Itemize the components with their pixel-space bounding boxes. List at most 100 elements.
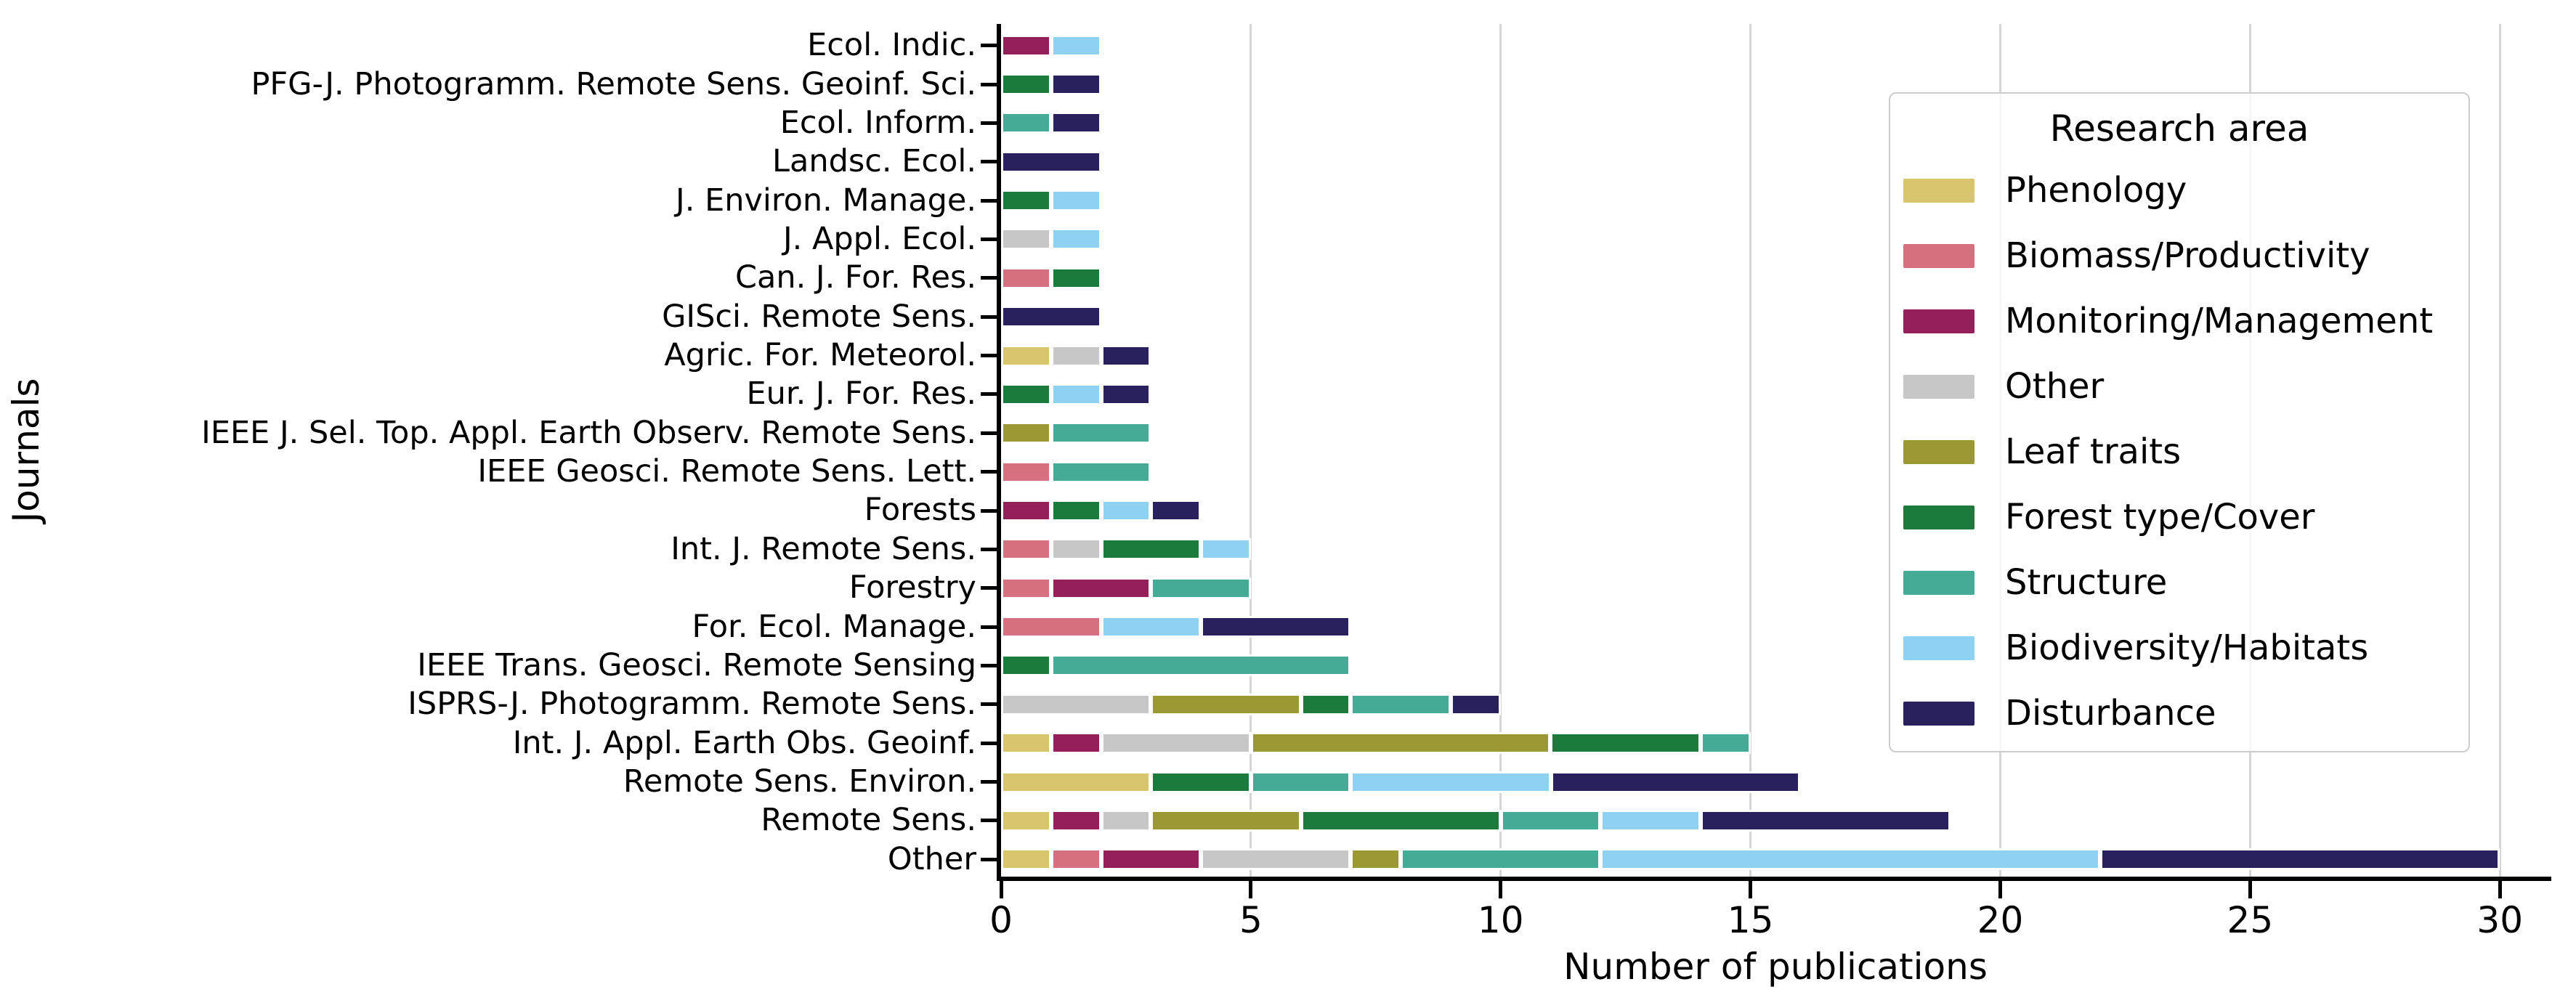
ylabel-row: Remote Sens. Environ. xyxy=(0,763,976,801)
x-tick-mark xyxy=(999,881,1003,898)
bar-segment-other xyxy=(1101,732,1251,755)
legend-label-phenology: Phenology xyxy=(2005,170,2187,211)
ylabel-row: IEEE Geosci. Remote Sens. Lett. xyxy=(0,452,976,491)
x-tick-mark xyxy=(2248,881,2252,898)
bar-segment-biomass-productivity xyxy=(1001,577,1051,599)
bar-segment-disturbance xyxy=(1201,616,1351,638)
y-tick-mark xyxy=(981,819,997,823)
bar-segment-disturbance xyxy=(1101,344,1151,367)
ytick-label-isprs-j-photogramm-remote-sens: ISPRS-J. Photogramm. Remote Sens. xyxy=(408,686,976,723)
bar-segment-forest-type-cover xyxy=(1001,190,1051,212)
legend-label-leaf-traits: Leaf traits xyxy=(2005,431,2182,472)
y-tick-mark xyxy=(981,508,997,513)
bar-row-can-j-for-res xyxy=(1001,259,2550,297)
bar-row-gisci-remote-sens xyxy=(1001,298,2550,336)
bar-segment-phenology xyxy=(1001,732,1051,755)
bar-row-agric-for-meteorol xyxy=(1001,336,2550,375)
ytick-label-int-j-remote-sens: Int. J. Remote Sens. xyxy=(671,530,976,567)
bar-segment-biomass-productivity xyxy=(1001,616,1101,638)
bar-segment-structure xyxy=(1700,732,1751,755)
bar-segment-phenology xyxy=(1001,809,1051,832)
gridline-x-5 xyxy=(1249,24,1252,877)
ytick-label-j-environ-manage: J. Environ. Manage. xyxy=(676,182,976,219)
ytick-label-forestry: Forestry xyxy=(848,569,976,606)
bar-segment-other xyxy=(1101,809,1151,832)
bar-plot-area xyxy=(1001,26,2550,879)
y-axis-spine xyxy=(997,24,1001,881)
legend-swatch-leaf-traits xyxy=(1903,439,1974,464)
bar-row-ecol-inform xyxy=(1001,104,2550,142)
bar-segment-biodiversity-habitats xyxy=(1050,190,1101,212)
legend-swatch-monitoring-management xyxy=(1903,309,1974,333)
bar-segment-other xyxy=(1201,848,1351,871)
legend-item-structure: Structure xyxy=(1890,550,2468,615)
bar-segment-disturbance xyxy=(1101,383,1151,405)
bar-row-pfg-j-photogramm-remote-sens-geoinf-sci xyxy=(1001,65,2550,103)
legend-swatch-other xyxy=(1903,374,1974,399)
gridline-x-30 xyxy=(2498,24,2501,877)
y-tick-mark xyxy=(981,237,997,241)
bar-segment-biomass-productivity xyxy=(1001,460,1051,483)
y-tick-mark xyxy=(981,198,997,203)
bar-row-forests xyxy=(1001,491,2550,529)
bar-segment-biodiversity-habitats xyxy=(1350,771,1551,793)
y-tick-mark xyxy=(981,547,997,551)
bar-segment-forest-type-cover xyxy=(1001,383,1051,405)
bar-segment-disturbance xyxy=(1450,693,1501,715)
bar-segment-disturbance xyxy=(2099,848,2500,871)
bar-segment-forest-type-cover xyxy=(1550,732,1701,755)
legend-title: Research area xyxy=(2049,107,2309,150)
bar-row-for-ecol-manage xyxy=(1001,607,2550,646)
bar-segment-leaf-traits xyxy=(1151,809,1301,832)
legend-label-monitoring-management: Monitoring/Management xyxy=(2005,301,2434,341)
ytick-label-pfg-j-photogramm-remote-sens-geoinf-sci: PFG-J. Photogramm. Remote Sens. Geoinf. … xyxy=(251,65,976,102)
legend-item-biodiversity-habitats: Biodiversity/Habitats xyxy=(1890,615,2468,681)
y-tick-mark xyxy=(981,160,997,164)
ytick-label-ecol-indic: Ecol. Indic. xyxy=(807,27,976,64)
x-tick-mark xyxy=(2498,881,2502,898)
bar-row-ieee-geosci-remote-sens-lett xyxy=(1001,452,2550,491)
ytick-label-agric-for-meteorol: Agric. For. Meteorol. xyxy=(664,337,976,374)
bar-segment-structure xyxy=(1500,809,1601,832)
legend-label-biodiversity-habitats: Biodiversity/Habitats xyxy=(2005,628,2369,668)
legend-item-leaf-traits: Leaf traits xyxy=(1890,419,2468,484)
bar-segment-monitoring-management xyxy=(1050,577,1151,599)
y-tick-mark xyxy=(981,586,997,590)
bar-row-int-j-appl-earth-obs-geoinf xyxy=(1001,723,2550,762)
bar-segment-disturbance xyxy=(1151,499,1202,521)
y-tick-mark xyxy=(981,780,997,784)
legend-swatch-disturbance xyxy=(1903,701,1974,726)
y-tick-mark xyxy=(981,431,997,435)
xtick-label-25: 25 xyxy=(2227,899,2274,941)
bar-segment-leaf-traits xyxy=(1250,732,1551,755)
bar-segment-biodiversity-habitats xyxy=(1201,538,1251,561)
ylabel-row: Landsc. Ecol. xyxy=(0,142,976,181)
bar-segment-other xyxy=(1001,693,1151,715)
bar-segment-forest-type-cover xyxy=(1050,267,1101,289)
ytick-label-remote-sens: Remote Sens. xyxy=(761,802,976,839)
bar-segment-forest-type-cover xyxy=(1001,73,1051,96)
ylabel-row: Forests xyxy=(0,491,976,529)
bar-row-int-j-remote-sens xyxy=(1001,530,2550,569)
bar-segment-monitoring-management xyxy=(1050,732,1101,755)
y-tick-mark xyxy=(981,354,997,358)
ytick-label-ecol-inform: Ecol. Inform. xyxy=(779,104,976,141)
bar-segment-phenology xyxy=(1001,848,1051,871)
xtick-label-30: 30 xyxy=(2476,899,2524,941)
bar-segment-structure xyxy=(1401,848,1601,871)
gridline-x-10 xyxy=(1499,24,1502,877)
bar-segment-biodiversity-habitats xyxy=(1101,616,1202,638)
bar-row-j-appl-ecol xyxy=(1001,220,2550,259)
x-axis-label: Number of publications xyxy=(1563,946,1988,988)
legend-label-biomass-productivity: Biomass/Productivity xyxy=(2005,235,2370,276)
xtick-label-10: 10 xyxy=(1477,899,1524,941)
bar-segment-forest-type-cover xyxy=(1300,693,1351,715)
ylabel-row: Other xyxy=(0,840,976,879)
legend-swatch-biodiversity-habitats xyxy=(1903,635,1974,660)
bar-segment-other xyxy=(1050,538,1101,561)
bar-row-landsc-ecol xyxy=(1001,142,2550,181)
bar-segment-biomass-productivity xyxy=(1001,538,1051,561)
bar-row-isprs-j-photogramm-remote-sens xyxy=(1001,685,2550,723)
bar-segment-forest-type-cover xyxy=(1001,654,1051,677)
xtick-label-0: 0 xyxy=(989,899,1013,941)
